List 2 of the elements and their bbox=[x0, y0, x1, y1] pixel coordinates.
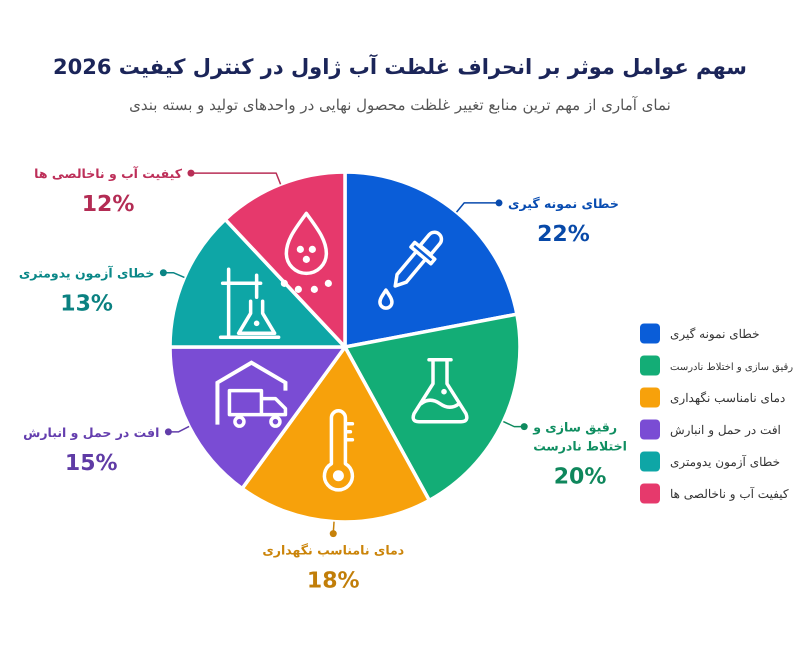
subtitle: نمای آماری از مهم ترین منابع تغییر غلظت محصول نهایی در واحدهای تولید و بسته بندی bbox=[129, 96, 671, 114]
title: سهم عوامل موثر بر انحراف غلظت آب ژاول در کنترل کیفیت 2026 bbox=[53, 55, 747, 79]
